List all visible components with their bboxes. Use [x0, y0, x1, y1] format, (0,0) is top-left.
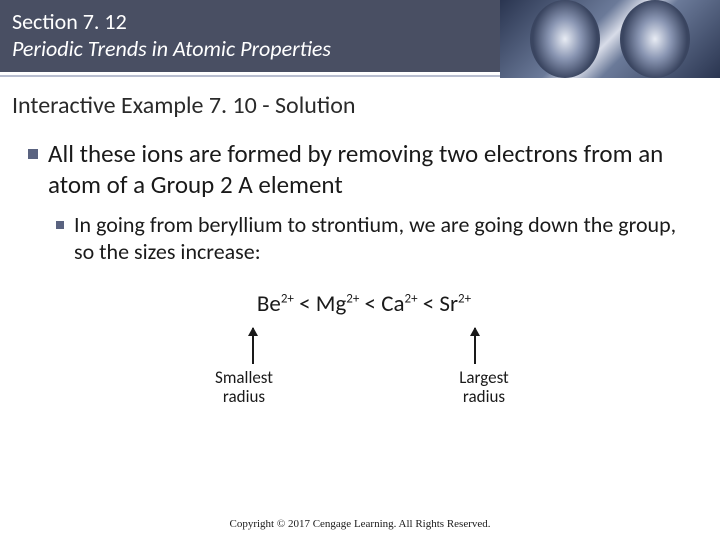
up-arrow-icon	[474, 328, 476, 364]
bullet-sub-text: In going from beryllium to strontium, we…	[74, 211, 700, 266]
bullet-main: All these ions are formed by removing tw…	[28, 138, 700, 201]
up-arrow-icon	[252, 328, 254, 364]
header-decorative-image	[500, 0, 720, 78]
bullet-sub: In going from beryllium to strontium, we…	[56, 211, 700, 266]
slide-header: Section 7. 12 Periodic Trends in Atomic …	[0, 0, 500, 72]
largest-radius-label: Largestradius	[439, 368, 529, 407]
bullet-square-icon	[56, 221, 64, 229]
ion-sequence: Be2+ < Mg2+ < Ca2+ < Sr2+	[28, 290, 700, 318]
smallest-radius-label: Smallestradius	[199, 368, 289, 407]
copyright-text: Copyright © 2017 Cengage Learning. All R…	[0, 518, 720, 530]
example-title: Interactive Example 7. 10 - Solution	[12, 91, 720, 120]
section-subtitle: Periodic Trends in Atomic Properties	[12, 35, 488, 62]
section-number: Section 7. 12	[12, 8, 488, 35]
slide-content: All these ions are formed by removing tw…	[0, 120, 720, 407]
bullet-square-icon	[28, 149, 38, 159]
label-row: Smallestradius Largestradius	[28, 368, 700, 407]
bullet-main-text: All these ions are formed by removing tw…	[48, 138, 700, 201]
arrow-row	[28, 328, 700, 364]
